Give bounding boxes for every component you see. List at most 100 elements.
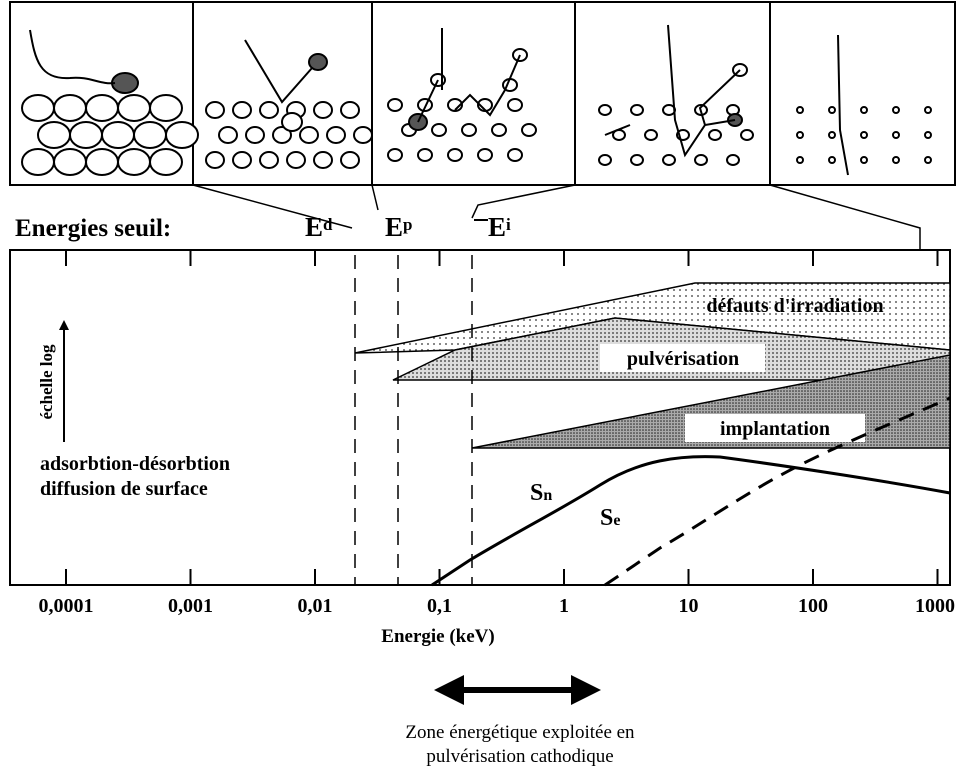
atom bbox=[299, 126, 319, 144]
atom bbox=[598, 154, 612, 166]
atom bbox=[69, 121, 103, 149]
region-label: implantation bbox=[720, 418, 830, 440]
caption: Zone énergétique exploitée en bbox=[405, 722, 635, 743]
atom bbox=[111, 72, 139, 94]
x-tick-label: 0,001 bbox=[168, 595, 213, 617]
atom bbox=[892, 131, 900, 139]
region-label: défauts d'irradiation bbox=[706, 295, 883, 317]
atom bbox=[491, 123, 507, 137]
atom bbox=[387, 148, 403, 162]
atom bbox=[205, 101, 225, 119]
atom bbox=[21, 148, 55, 176]
atom bbox=[281, 112, 303, 132]
atom bbox=[85, 94, 119, 122]
atom bbox=[431, 123, 447, 137]
atom bbox=[272, 126, 292, 144]
atom bbox=[630, 154, 644, 166]
x-tick-label: 1 bbox=[559, 595, 569, 617]
region-label: pulvérisation bbox=[627, 348, 739, 370]
atom bbox=[218, 126, 238, 144]
atom bbox=[477, 148, 493, 162]
atom bbox=[149, 148, 183, 176]
panel bbox=[769, 1, 956, 186]
atom bbox=[259, 151, 279, 169]
atom bbox=[507, 98, 523, 112]
atom bbox=[924, 156, 932, 164]
x-tick-label: 100 bbox=[798, 595, 828, 617]
atom bbox=[662, 154, 676, 166]
surface-label: diffusion de surface bbox=[40, 478, 208, 500]
atom bbox=[232, 151, 252, 169]
x-tick-label: 0,1 bbox=[427, 595, 452, 617]
x-axis-label: Energie (keV) bbox=[381, 626, 494, 647]
atom bbox=[507, 148, 523, 162]
atom bbox=[740, 129, 754, 141]
y-axis-label: échelle log bbox=[37, 344, 56, 420]
caption: pulvérisation cathodique bbox=[426, 746, 613, 767]
atom bbox=[340, 151, 360, 169]
atom bbox=[286, 151, 306, 169]
label-box bbox=[685, 414, 865, 442]
atom bbox=[860, 156, 868, 164]
atom bbox=[165, 121, 199, 149]
atom bbox=[101, 121, 135, 149]
atom bbox=[232, 101, 252, 119]
atom bbox=[21, 94, 55, 122]
mechanism-panels bbox=[9, 1, 956, 186]
atom bbox=[796, 156, 804, 164]
atom bbox=[149, 94, 183, 122]
atom bbox=[694, 154, 708, 166]
x-tick-label: 10 bbox=[679, 595, 699, 617]
threshold-ei: Ei bbox=[488, 212, 511, 242]
surface-label: adsorbtion-désorbtion bbox=[40, 453, 230, 475]
atom bbox=[860, 106, 868, 114]
atom bbox=[892, 156, 900, 164]
threshold-title: Energies seuil: bbox=[15, 215, 171, 242]
atom bbox=[828, 131, 836, 139]
atom bbox=[245, 126, 265, 144]
trajectory bbox=[244, 39, 313, 104]
curve-label: Sn bbox=[530, 480, 552, 506]
x-tick-label: 0,01 bbox=[298, 595, 333, 617]
atom bbox=[860, 131, 868, 139]
atom bbox=[340, 101, 360, 119]
atom bbox=[313, 101, 333, 119]
x-tick-label: 0,0001 bbox=[39, 595, 94, 617]
atom bbox=[447, 98, 463, 112]
atom bbox=[630, 104, 644, 116]
threshold-ed: Ed bbox=[305, 212, 333, 242]
atom bbox=[133, 121, 167, 149]
curve-se bbox=[604, 396, 951, 587]
connector-lines bbox=[192, 184, 921, 250]
atom bbox=[308, 53, 328, 71]
trajectory bbox=[29, 29, 116, 85]
threshold-lines bbox=[354, 255, 473, 585]
atom bbox=[924, 106, 932, 114]
atom bbox=[353, 126, 373, 144]
atom bbox=[326, 126, 346, 144]
atom bbox=[828, 156, 836, 164]
atom bbox=[259, 101, 279, 119]
atom bbox=[828, 106, 836, 114]
x-axis: 0,0001 0,001 0,01 0,1 1 10 100 1000 bbox=[39, 250, 955, 617]
atom bbox=[598, 104, 612, 116]
threshold-ep: Ep bbox=[385, 212, 412, 242]
atom bbox=[521, 123, 537, 137]
atom bbox=[796, 106, 804, 114]
atom bbox=[53, 148, 87, 176]
atom bbox=[644, 129, 658, 141]
atom bbox=[117, 94, 151, 122]
atom bbox=[205, 151, 225, 169]
x-tick-label: 1000 bbox=[915, 595, 955, 617]
curve-sn bbox=[431, 455, 951, 587]
trajectory bbox=[604, 24, 741, 158]
atom bbox=[37, 121, 71, 149]
atom bbox=[796, 131, 804, 139]
atom bbox=[417, 148, 433, 162]
atom bbox=[924, 131, 932, 139]
atom bbox=[313, 151, 333, 169]
atom bbox=[726, 154, 740, 166]
atom bbox=[85, 148, 119, 176]
curve-label: Se bbox=[600, 505, 620, 531]
